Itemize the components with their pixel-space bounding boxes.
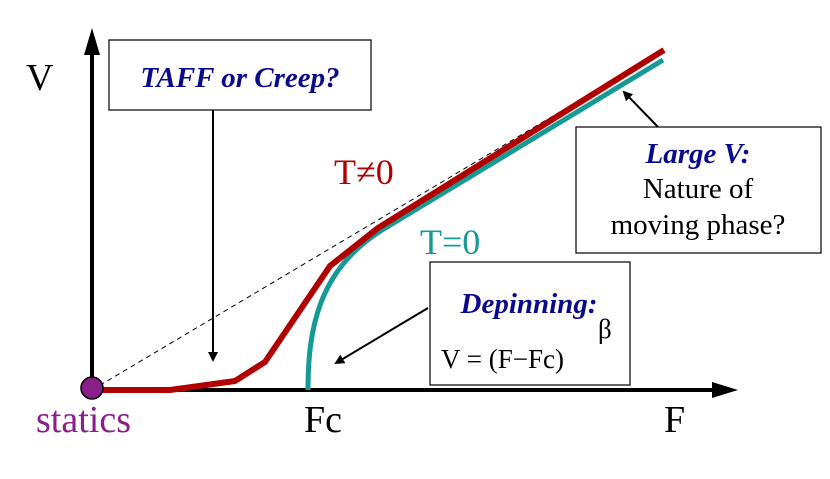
- origin-dot: [80, 376, 104, 400]
- large-v-box: Large V: Nature of moving phase?: [575, 126, 822, 254]
- t-finite-curve: [92, 47, 666, 393]
- x-axis-arrowhead: [712, 382, 738, 398]
- t-zero-curve: [305, 57, 665, 391]
- depinning-arrow: [334, 307, 429, 365]
- t-zero-label: T=0: [420, 222, 480, 262]
- large-v-box-line1: Nature of: [643, 173, 754, 205]
- depinning-formula: V = (F−Fc): [441, 344, 564, 374]
- large-v-box-line2: moving phase?: [611, 209, 786, 241]
- statics-label: statics: [36, 399, 131, 441]
- x-axis-label: F: [664, 399, 685, 441]
- y-axis-label: V: [26, 57, 54, 99]
- taff-box-title: TAFF or Creep?: [140, 62, 339, 94]
- dashed-asymptote: [91, 49, 665, 391]
- large-v-box-title: Large V:: [645, 138, 751, 170]
- large-v-arrow: [622, 90, 659, 128]
- depinning-box-title: Depinning:: [460, 288, 598, 320]
- y-axis-arrowhead: [84, 28, 100, 55]
- fc-tick-label: Fc: [304, 399, 342, 441]
- taff-box: TAFF or Creep?: [108, 39, 372, 111]
- depinning-box: Depinning: V = (F−Fc) β: [429, 261, 631, 386]
- t-finite-label: T≠0: [334, 152, 394, 192]
- depinning-exponent: β: [598, 314, 612, 344]
